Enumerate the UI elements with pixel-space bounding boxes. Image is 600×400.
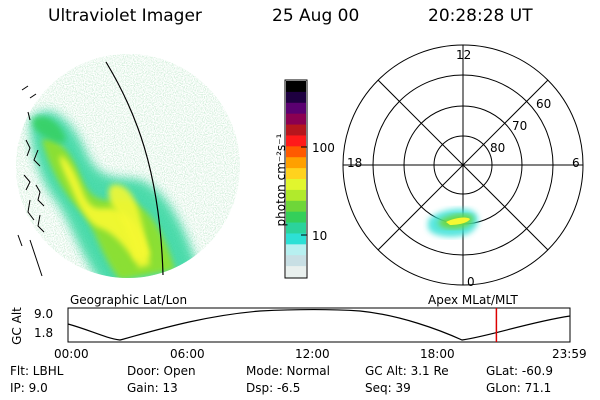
colorbar-segment	[286, 244, 306, 256]
timeline-y-tick-max: 9.0	[34, 307, 54, 321]
timeline-x-tick-1200: 12:00	[295, 347, 330, 361]
colorbar-segment	[286, 124, 306, 136]
date-label: 25 Aug 00	[272, 6, 360, 26]
timeline-x-tick-0000: 00:00	[54, 347, 89, 361]
colorbar	[284, 79, 308, 279]
auroral-oval-core2	[108, 184, 150, 268]
colorbar-segment	[286, 113, 306, 125]
timeline-left-caption: Geographic Lat/Lon	[70, 293, 188, 307]
footer-ip: IP: 9.0	[10, 381, 48, 395]
timeline-x-tick-2359: 23:59	[552, 347, 587, 361]
polar-label-12: 12	[456, 48, 472, 62]
auroral-oval-core	[59, 155, 150, 262]
footer-mode: Mode: Normal	[246, 364, 330, 378]
polar-label-6: 6	[572, 156, 580, 170]
instrument-title: Ultraviolet Imager	[48, 6, 202, 26]
colorbar-segment	[286, 179, 306, 191]
colorbar-segment	[286, 189, 306, 202]
polar-label-0: 0	[467, 275, 475, 289]
timeline-y-tick-min: 1.8	[34, 326, 54, 340]
polar-label-18: 18	[347, 156, 363, 170]
footer-gain: Gain: 13	[127, 381, 178, 395]
geographic-image	[16, 54, 240, 278]
timeline-x-tick-1800: 18:00	[420, 347, 455, 361]
colorbar-segment	[286, 135, 306, 147]
footer-seq: Seq: 39	[365, 381, 411, 395]
colorbar-segment	[286, 81, 306, 93]
footer-glat: GLat: -60.9	[486, 364, 553, 378]
colorbar-segment	[286, 266, 306, 278]
polar-label-70: 70	[512, 119, 528, 133]
timeline-right-caption: Apex MLat/MLT	[428, 293, 518, 307]
polar-label-60: 60	[536, 97, 552, 111]
footer-glon: GLon: 71.1	[486, 381, 552, 395]
footer-door: Door: Open	[127, 364, 196, 378]
colorbar-segment	[286, 146, 306, 158]
terminator-line	[105, 61, 164, 276]
colorbar-tick-10: 10	[312, 229, 328, 243]
colorbar-segment	[286, 102, 306, 115]
footer-gc-alt: GC Alt: 3.1 Re	[365, 364, 449, 378]
polar-aurora	[428, 208, 479, 237]
colorbar-segment	[286, 157, 306, 169]
altitude-curve	[67, 308, 571, 341]
auroral-patch-upper	[32, 116, 66, 143]
time-label: 20:28:28 UT	[428, 6, 533, 26]
colorbar-segment	[286, 91, 306, 104]
footer-filter: Flt: LBHL	[10, 364, 64, 378]
polar-line-diag2	[377, 79, 549, 251]
colorbar-unit-label: photon cm⁻²s⁻¹	[274, 133, 288, 227]
colorbar-segment	[286, 168, 306, 180]
footer-dsp: Dsp: -6.5	[246, 381, 301, 395]
polar-grid	[342, 44, 584, 286]
colorbar-segment	[286, 200, 306, 213]
polar-label-80: 80	[490, 141, 506, 155]
colorbar-frame	[284, 79, 308, 279]
timeline-y-label: GC Alt	[10, 307, 24, 345]
timeline-x-tick-0600: 06:00	[170, 347, 205, 361]
timeline-plot	[67, 307, 571, 343]
colorbar-tick-100: 100	[312, 141, 335, 155]
coastline	[17, 85, 45, 277]
colorbar-segment	[286, 255, 306, 267]
colorbar-segment	[286, 222, 306, 234]
timeline-frame	[67, 307, 571, 343]
colorbar-segment	[286, 211, 306, 223]
colorbar-segment	[286, 233, 306, 245]
